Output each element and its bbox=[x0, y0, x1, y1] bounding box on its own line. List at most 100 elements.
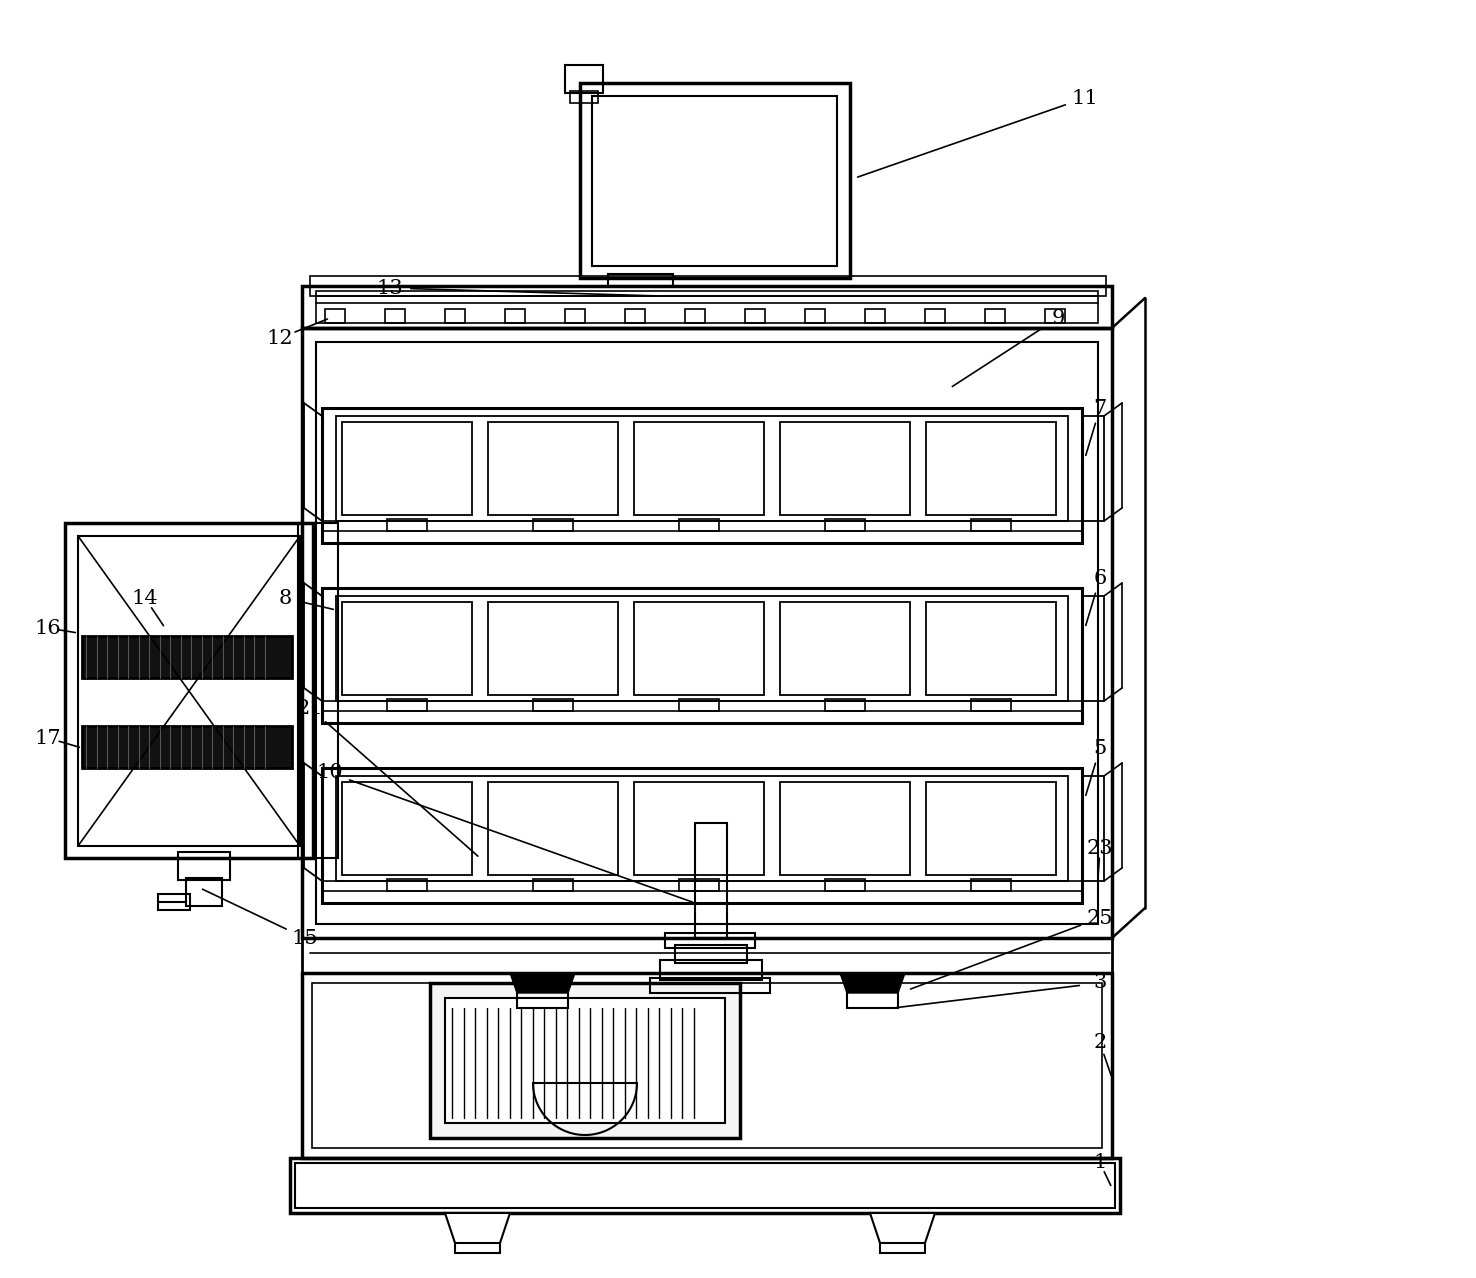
Text: 8: 8 bbox=[279, 588, 292, 607]
Bar bbox=[303, 938, 1111, 973]
Bar bbox=[455, 1241, 500, 1252]
Bar bbox=[186, 878, 221, 906]
Text: 15: 15 bbox=[292, 929, 319, 947]
Bar bbox=[337, 596, 1069, 702]
Text: 13: 13 bbox=[376, 279, 403, 298]
Bar bbox=[303, 328, 1111, 938]
Bar bbox=[489, 602, 618, 695]
Bar bbox=[387, 879, 427, 891]
Text: 14: 14 bbox=[131, 588, 158, 607]
Bar bbox=[666, 933, 756, 948]
Bar bbox=[289, 1158, 1120, 1213]
Bar bbox=[925, 422, 1055, 515]
Bar bbox=[825, 699, 865, 711]
Polygon shape bbox=[840, 973, 905, 993]
Bar bbox=[337, 776, 1069, 881]
Bar bbox=[83, 726, 292, 768]
Bar bbox=[505, 309, 525, 323]
Bar bbox=[517, 990, 568, 1008]
Polygon shape bbox=[869, 1213, 934, 1243]
Polygon shape bbox=[511, 973, 576, 993]
Text: 17: 17 bbox=[35, 728, 62, 748]
Bar bbox=[649, 978, 770, 993]
Bar bbox=[580, 83, 850, 279]
Bar bbox=[825, 519, 865, 530]
Bar bbox=[342, 602, 472, 695]
Bar bbox=[387, 519, 427, 530]
Bar bbox=[303, 973, 1111, 1158]
Bar bbox=[322, 588, 1082, 723]
Bar bbox=[533, 879, 573, 891]
Bar bbox=[925, 782, 1055, 875]
Bar bbox=[971, 699, 1011, 711]
Bar bbox=[322, 408, 1082, 543]
Text: 3: 3 bbox=[1094, 974, 1107, 993]
Bar bbox=[65, 523, 313, 858]
Bar bbox=[779, 782, 911, 875]
Bar bbox=[865, 309, 886, 323]
Bar bbox=[779, 602, 911, 695]
Text: 21: 21 bbox=[297, 699, 323, 717]
Bar bbox=[695, 823, 728, 938]
Text: 5: 5 bbox=[1094, 739, 1107, 758]
Bar bbox=[925, 602, 1055, 695]
Bar bbox=[825, 879, 865, 891]
Bar bbox=[533, 699, 573, 711]
Bar bbox=[1082, 417, 1104, 521]
Bar bbox=[322, 768, 1082, 904]
Bar bbox=[179, 852, 230, 881]
Bar bbox=[430, 983, 739, 1137]
Text: 25: 25 bbox=[1086, 909, 1113, 928]
Bar bbox=[565, 65, 604, 93]
Text: 23: 23 bbox=[1086, 838, 1113, 858]
Bar bbox=[679, 879, 719, 891]
Text: 11: 11 bbox=[1072, 88, 1098, 107]
Bar bbox=[325, 309, 345, 323]
Bar bbox=[675, 944, 747, 964]
Bar bbox=[342, 422, 472, 515]
Polygon shape bbox=[444, 1213, 511, 1243]
Bar bbox=[311, 983, 1103, 1148]
Bar bbox=[489, 422, 618, 515]
Bar bbox=[337, 417, 1069, 521]
Bar bbox=[779, 422, 911, 515]
Bar bbox=[608, 273, 673, 286]
Text: 7: 7 bbox=[1094, 399, 1107, 418]
Bar bbox=[624, 309, 645, 323]
Bar bbox=[385, 309, 404, 323]
Bar bbox=[635, 782, 765, 875]
Bar bbox=[316, 343, 1098, 924]
Bar bbox=[984, 309, 1005, 323]
Text: 9: 9 bbox=[1051, 308, 1064, 327]
Bar bbox=[387, 699, 427, 711]
Bar bbox=[592, 96, 837, 266]
Bar bbox=[295, 1163, 1114, 1208]
Bar bbox=[316, 291, 1098, 323]
Bar bbox=[533, 519, 573, 530]
Text: 10: 10 bbox=[317, 763, 344, 782]
Bar bbox=[158, 895, 190, 910]
Bar bbox=[444, 998, 725, 1123]
Bar bbox=[1082, 596, 1104, 702]
Bar bbox=[660, 960, 762, 980]
Bar bbox=[847, 990, 897, 1008]
Text: 1: 1 bbox=[1094, 1154, 1107, 1172]
Bar bbox=[679, 519, 719, 530]
Bar bbox=[303, 286, 1111, 328]
Text: 12: 12 bbox=[267, 328, 294, 348]
Text: 6: 6 bbox=[1094, 569, 1107, 588]
Bar bbox=[489, 782, 618, 875]
Bar bbox=[444, 309, 465, 323]
Bar bbox=[430, 983, 739, 1137]
Bar bbox=[880, 1241, 925, 1252]
Bar bbox=[971, 519, 1011, 530]
Bar bbox=[565, 309, 584, 323]
Text: 2: 2 bbox=[1094, 1034, 1107, 1053]
Bar bbox=[570, 91, 598, 104]
Bar bbox=[83, 636, 292, 679]
Bar bbox=[78, 535, 300, 846]
Bar bbox=[342, 782, 472, 875]
Bar bbox=[310, 276, 1106, 296]
Bar bbox=[298, 523, 338, 858]
Bar bbox=[925, 309, 945, 323]
